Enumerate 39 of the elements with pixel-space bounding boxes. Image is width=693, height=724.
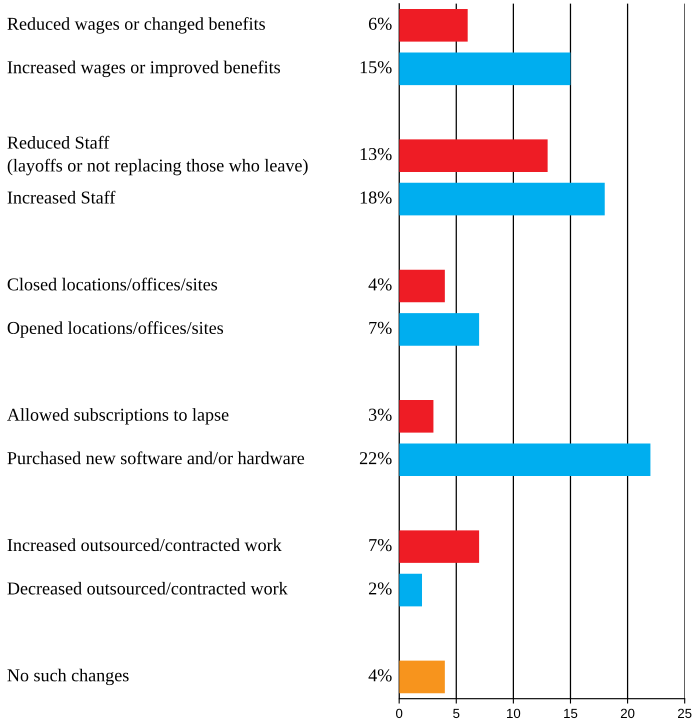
x-tick-label: 0 xyxy=(396,708,402,718)
data-label: 7% xyxy=(369,538,392,552)
y-tick-label: Increased wages or improved benefits xyxy=(8,60,280,78)
data-label: 3% xyxy=(369,408,392,421)
bar xyxy=(399,443,650,476)
y-tick-label: No such changes xyxy=(7,668,129,686)
y-tick-label: Increased outsourced/contracted work xyxy=(8,538,282,552)
bar xyxy=(399,400,434,433)
bar xyxy=(399,270,445,302)
data-label: 4% xyxy=(368,669,392,682)
y-tick-label: Purchased new software and/or hardware xyxy=(7,451,304,464)
y-tick-label: Decreased outsourced/contracted work xyxy=(7,582,288,595)
y-tick-label: Closed locations/offices/sites xyxy=(8,278,218,290)
y-tick-label: Reduced wages or changed benefits xyxy=(7,17,265,34)
bar xyxy=(399,574,422,606)
bar xyxy=(399,530,480,563)
data-label: 4% xyxy=(368,278,392,291)
y-tick-label: Increased Staff xyxy=(8,190,116,204)
x-tick-label: 10 xyxy=(507,708,520,718)
data-label: 7% xyxy=(369,322,392,334)
bar xyxy=(399,139,548,172)
x-tick-label: 15 xyxy=(564,708,578,718)
bar xyxy=(399,9,468,42)
bar xyxy=(399,52,570,86)
x-tick-label: 25 xyxy=(678,708,692,718)
data-label: 18% xyxy=(360,191,392,204)
bar xyxy=(399,660,445,694)
data-label: 22% xyxy=(360,452,392,464)
x-tick-label: 5 xyxy=(453,708,460,718)
y-tick-label: Opened locations/offices/sites xyxy=(8,321,224,338)
x-tick-label: 20 xyxy=(620,708,634,718)
data-label: 6% xyxy=(368,18,392,30)
y-tick-label: Allowed subscriptions to lapse xyxy=(7,408,228,424)
data-label: 15% xyxy=(360,61,392,74)
data-label: 13% xyxy=(360,148,392,160)
bar xyxy=(399,182,605,216)
data-label: 2% xyxy=(368,582,392,595)
y-tick-label: Reduced Staff (layoffs or not replacing those who leave) xyxy=(7,136,308,176)
bar xyxy=(399,313,480,346)
